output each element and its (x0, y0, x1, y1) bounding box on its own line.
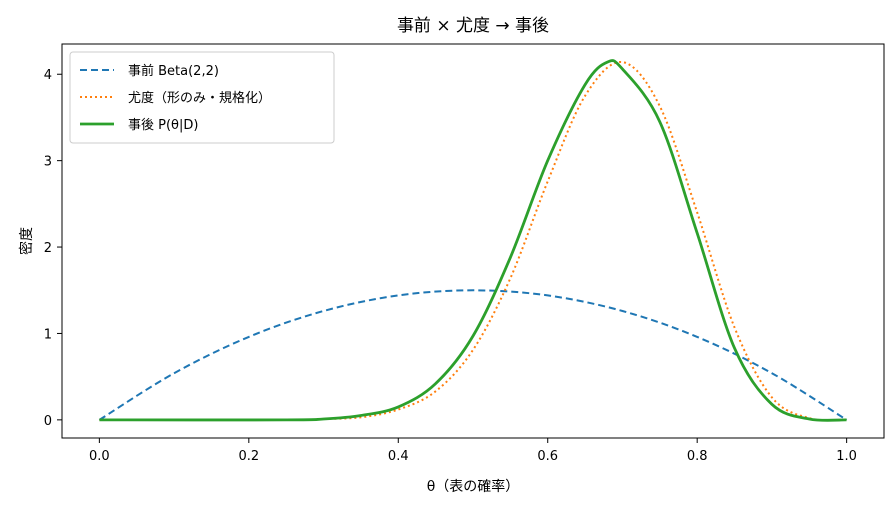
x-tick-label: 0.6 (537, 449, 558, 464)
legend-label: 事後 P(θ|D) (128, 118, 198, 133)
chart-title: 事前 × 尤度 → 事後 (397, 16, 549, 36)
legend-label: 尤度（形のみ・規格化） (128, 90, 271, 106)
x-tick-label: 0.2 (238, 449, 259, 464)
y-tick-label: 4 (44, 68, 52, 83)
axes-frame (61, 43, 885, 439)
y-tick-label: 3 (44, 155, 52, 170)
x-tick-label: 1.0 (836, 449, 857, 464)
legend-box (69, 51, 335, 144)
x-tick-label: 0.4 (388, 449, 409, 464)
y-tick-label: 1 (44, 327, 52, 342)
legend-label: 事前 Beta(2,2) (128, 63, 219, 79)
x-axis: 0.0 0.2 0.4 0.6 0.8 1.0 (89, 438, 857, 464)
y-axis-label: 密度 (18, 227, 35, 255)
plot-area (98, 59, 848, 422)
x-tick-label: 0.0 (89, 449, 110, 464)
y-axis: 0 1 2 3 4 (44, 68, 62, 429)
legend: 事前 Beta(2,2) 尤度（形のみ・規格化） 事後 P(θ|D) (69, 51, 335, 144)
y-tick-label: 0 (44, 414, 52, 429)
y-tick-label: 2 (44, 241, 52, 256)
x-axis-label: θ（表の確率） (427, 478, 520, 495)
series-line-2 (99, 59, 847, 422)
series-line-1 (99, 61, 847, 422)
series-line-0 (98, 289, 848, 421)
x-tick-label: 0.8 (687, 449, 708, 464)
